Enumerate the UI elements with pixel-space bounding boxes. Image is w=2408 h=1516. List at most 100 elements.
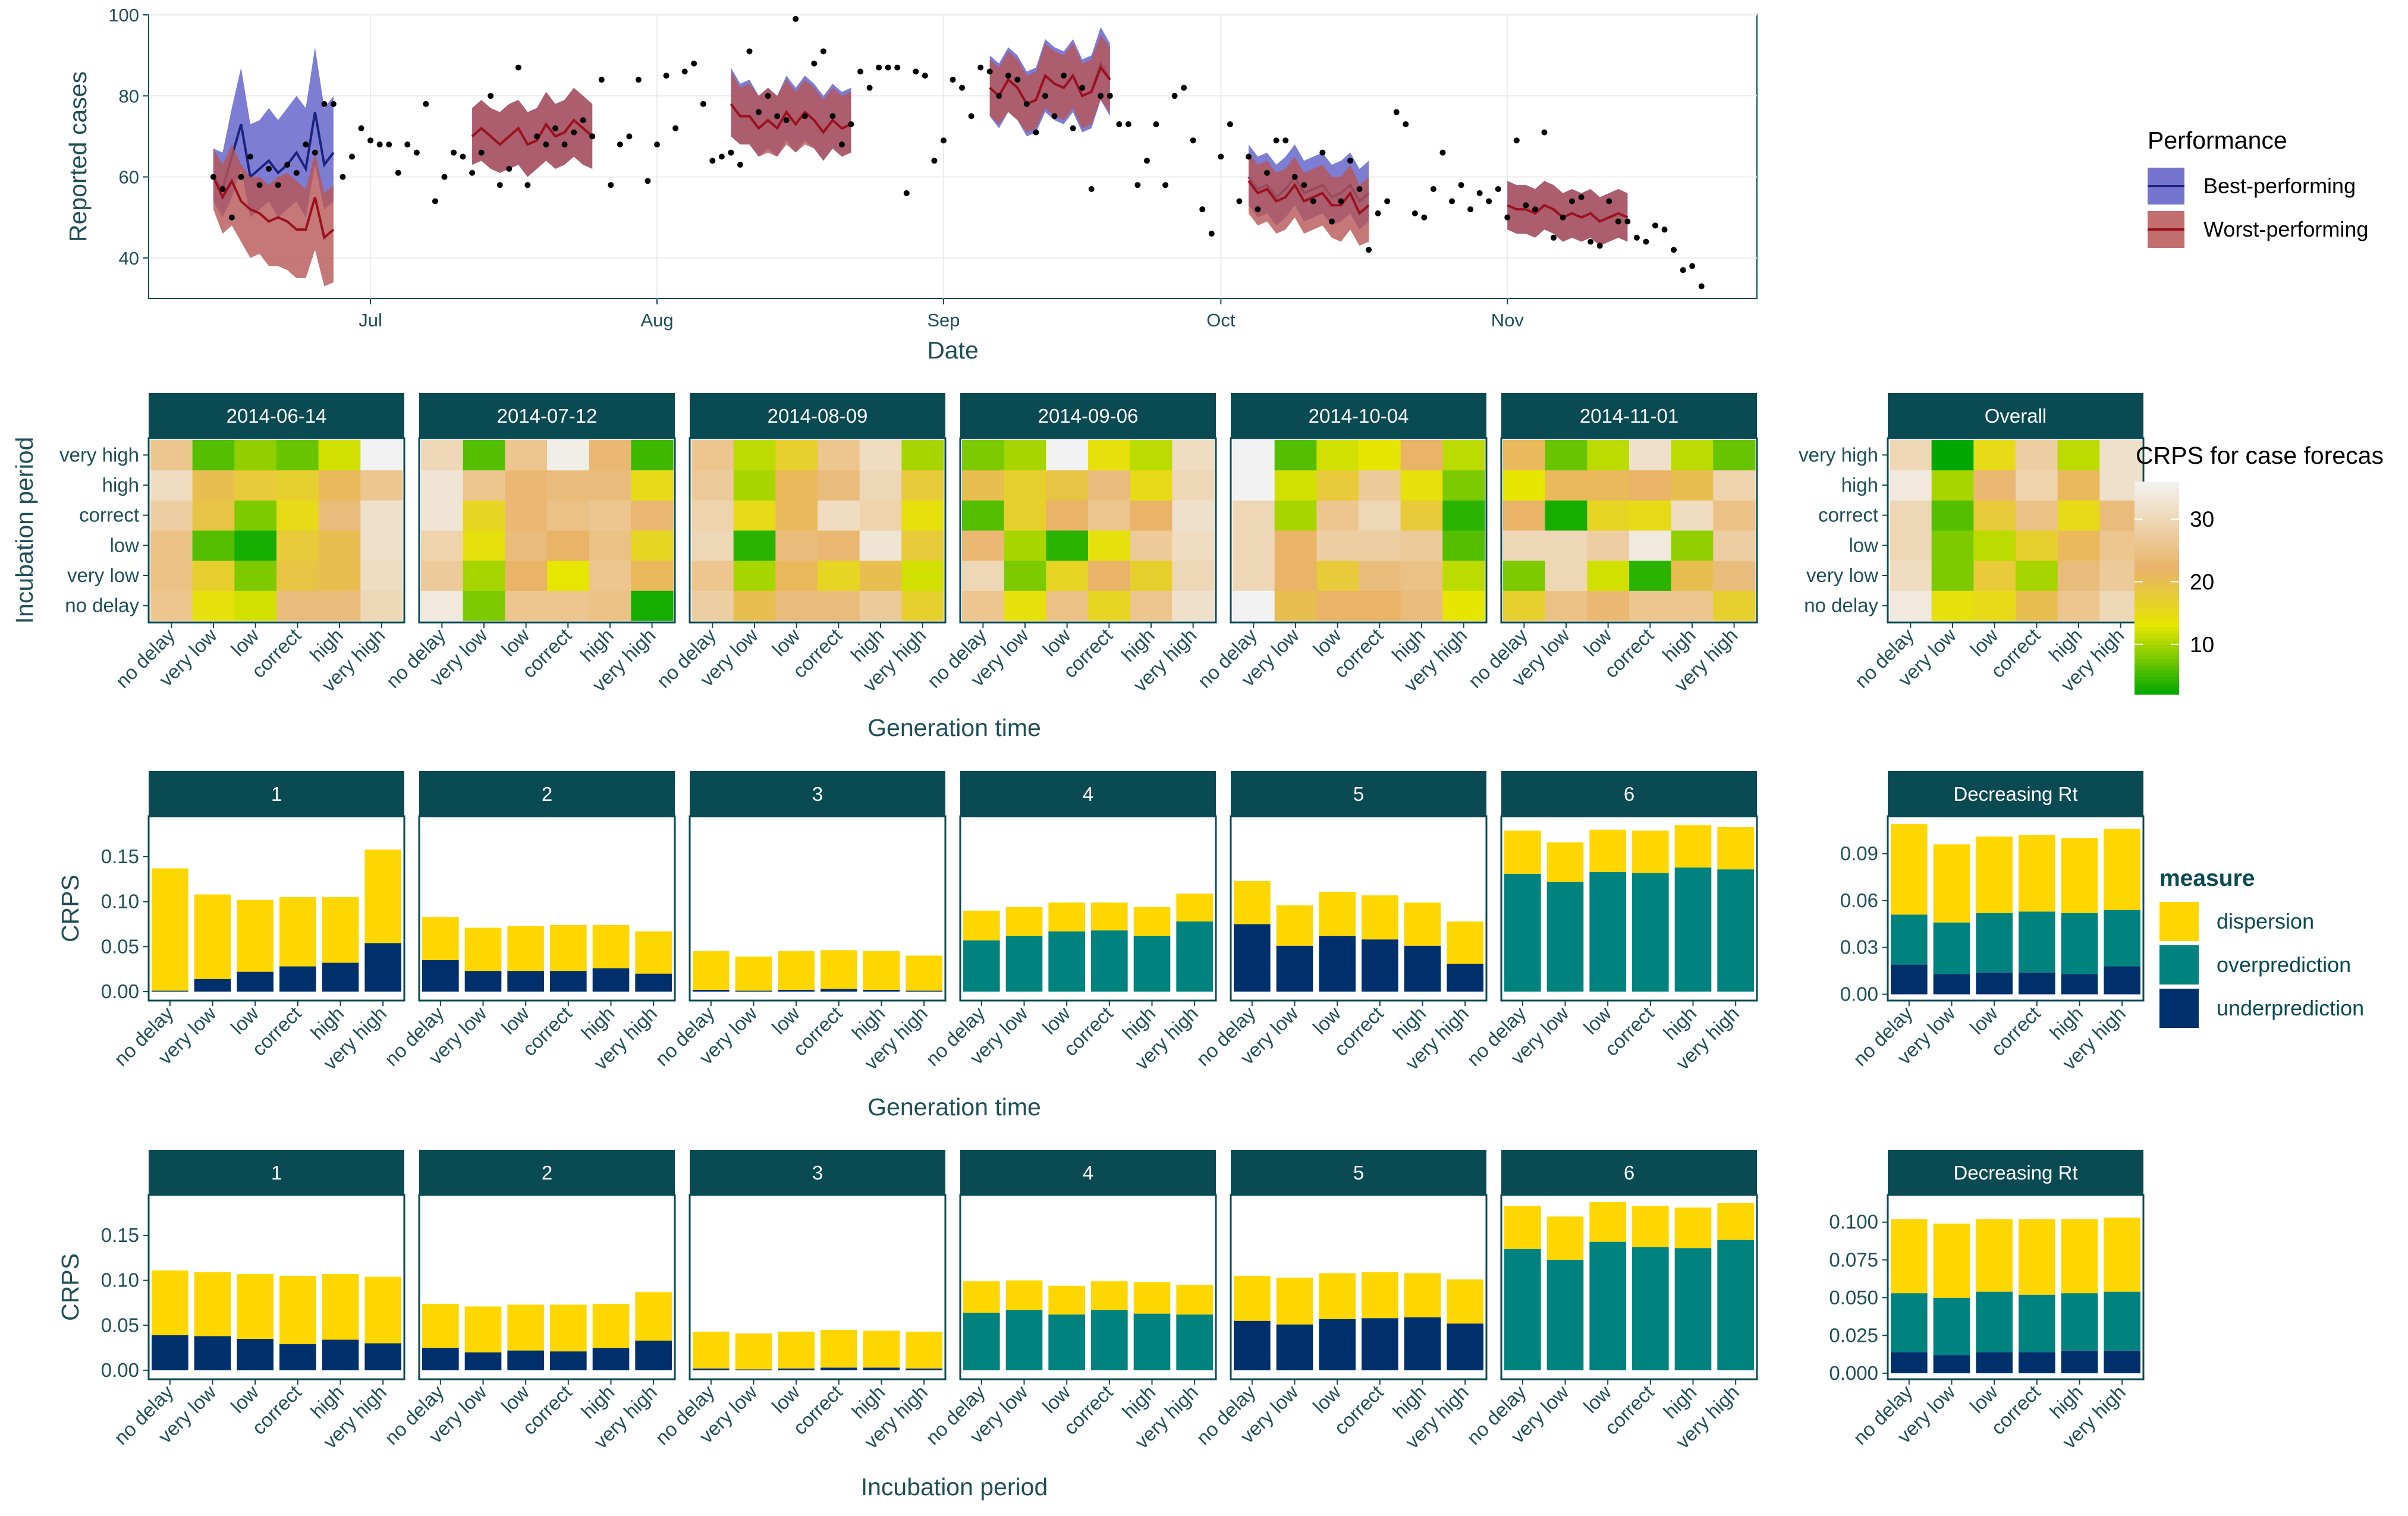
- bar-xtick-label: low: [497, 1381, 533, 1417]
- heatmap-cell: [463, 590, 505, 621]
- colorbar-segment: [2134, 577, 2179, 581]
- heatmap-cell: [691, 530, 734, 561]
- colorbar-segment: [2134, 495, 2179, 500]
- heatmap-panel-strip: [1501, 393, 1757, 438]
- observed-case-point: [1328, 218, 1335, 225]
- worst-forecast-median-line: [1507, 203, 1629, 223]
- colorbar-segment: [2134, 687, 2179, 691]
- colorbar-segment: [2134, 602, 2179, 606]
- overprediction-bar-segment: [2104, 910, 2140, 967]
- observed-case-point: [691, 60, 697, 67]
- observed-case-point: [922, 73, 928, 79]
- overprediction-bar-segment: [1176, 1314, 1213, 1370]
- dispersion-bar-segment: [1447, 1279, 1483, 1324]
- observed-case-point: [1264, 169, 1271, 176]
- bar-xtick-label: correct: [518, 1381, 576, 1439]
- underprediction-bar-segment: [635, 973, 672, 992]
- heatmap-cell: [1587, 440, 1630, 471]
- heatmap-cell: [1671, 590, 1714, 621]
- heatmap-cell: [2016, 530, 2058, 561]
- bar-panel-strip-label: 3: [812, 1162, 823, 1184]
- heatmap-cell: [691, 470, 734, 501]
- heatmap-cell: [631, 500, 674, 531]
- observed-case-point: [894, 64, 901, 71]
- observed-case-point: [848, 121, 854, 127]
- heatmap-cell: [733, 440, 776, 471]
- heatmap-cell: [2057, 590, 2100, 621]
- underprediction-bar-segment: [422, 1348, 459, 1370]
- bar-xtick-label: correct: [788, 1381, 846, 1439]
- heatmap-cell: [1713, 590, 1756, 621]
- colorbar-segment: [2134, 556, 2179, 560]
- heatmap-cell: [1088, 500, 1131, 531]
- observed-case-point: [986, 68, 993, 75]
- underprediction-bar-segment: [1404, 1317, 1441, 1370]
- dispersion-bar-segment: [464, 927, 502, 971]
- observed-case-point: [349, 153, 356, 160]
- observed-case-point: [903, 190, 910, 196]
- dispersion-bar-segment: [592, 924, 630, 968]
- heatmap-cell: [1130, 590, 1172, 621]
- heatmap-cell: [505, 590, 548, 621]
- dispersion-bar-segment: [2061, 1219, 2098, 1294]
- heatmap-ytick-label: correct: [79, 504, 139, 526]
- overprediction-bar-segment: [2019, 911, 2055, 973]
- observed-case-point: [1291, 174, 1298, 180]
- heatmap-cell: [1671, 440, 1714, 471]
- observed-case-point: [1476, 190, 1483, 196]
- worst-forecast-interval-band: [213, 144, 334, 287]
- observed-case-point: [552, 125, 559, 131]
- overprediction-bar-segment: [963, 1313, 1000, 1370]
- heatmap-cell: [1088, 530, 1131, 561]
- observed-case-point: [1615, 218, 1621, 225]
- heatmap-cell: [1274, 530, 1317, 561]
- heatmap-cell: [318, 590, 361, 621]
- underprediction-bar-segment: [152, 990, 188, 992]
- colorbar-segment: [2134, 527, 2179, 532]
- dispersion-bar-segment: [507, 926, 544, 971]
- heatmap-cell: [1172, 470, 1215, 501]
- underprediction-bar-segment: [863, 1367, 900, 1370]
- bar-panel-frame: [1500, 815, 1758, 1002]
- observed-case-point: [968, 113, 974, 119]
- heatmap-cell: [1274, 500, 1317, 531]
- heatmap-cell: [1973, 500, 2016, 531]
- bar-xtick-label: correct: [518, 1002, 576, 1060]
- bar-panel-frame: [418, 815, 676, 1002]
- observed-case-point: [793, 15, 799, 22]
- heatmap-cell: [2016, 470, 2058, 501]
- dispersion-bar-segment: [194, 1272, 231, 1336]
- overprediction-bar-segment: [1891, 1293, 1928, 1353]
- underprediction-bar-segment: [863, 989, 900, 992]
- colorbar-segment: [2134, 559, 2179, 564]
- heatmap-cell: [775, 500, 818, 531]
- overprediction-bar-segment: [1091, 930, 1128, 992]
- dispersion-bar-segment: [1632, 1206, 1669, 1247]
- heatmap-y-axis-label: Incubation period: [11, 437, 38, 624]
- underprediction-bar-segment: [464, 971, 502, 992]
- dispersion-bar-segment: [1717, 1203, 1754, 1240]
- heatmap-cell: [1274, 560, 1317, 591]
- overprediction-bar-segment: [1504, 873, 1541, 992]
- underprediction-bar-segment: [194, 1336, 231, 1370]
- colorbar-segment: [2134, 502, 2179, 507]
- heatmap-cell: [589, 590, 631, 621]
- heatmap-cell: [1713, 530, 1756, 561]
- measure-legend-key: [2159, 945, 2199, 985]
- heatmap-cell: [1046, 500, 1089, 531]
- dispersion-bar-segment: [1933, 844, 1970, 923]
- bar-panel-strip-label: 5: [1353, 783, 1364, 805]
- timeseries-x-axis-label: Date: [927, 336, 979, 364]
- observed-case-point: [940, 137, 947, 144]
- heatmap-panel-strip: [1231, 393, 1486, 438]
- bar-xtick-label: low: [497, 1002, 533, 1039]
- bar-panel-frame: [1230, 1194, 1488, 1380]
- heatmap-cell: [463, 470, 505, 501]
- heatmap-cell: [1233, 440, 1275, 471]
- bar-panel-strip: [690, 771, 945, 816]
- heatmap-panel-strip-label: 2014-11-01: [1580, 405, 1678, 427]
- overprediction-bar-segment: [1048, 931, 1085, 992]
- worst-forecast-interval-band: [989, 35, 1110, 133]
- observed-case-point: [543, 141, 549, 148]
